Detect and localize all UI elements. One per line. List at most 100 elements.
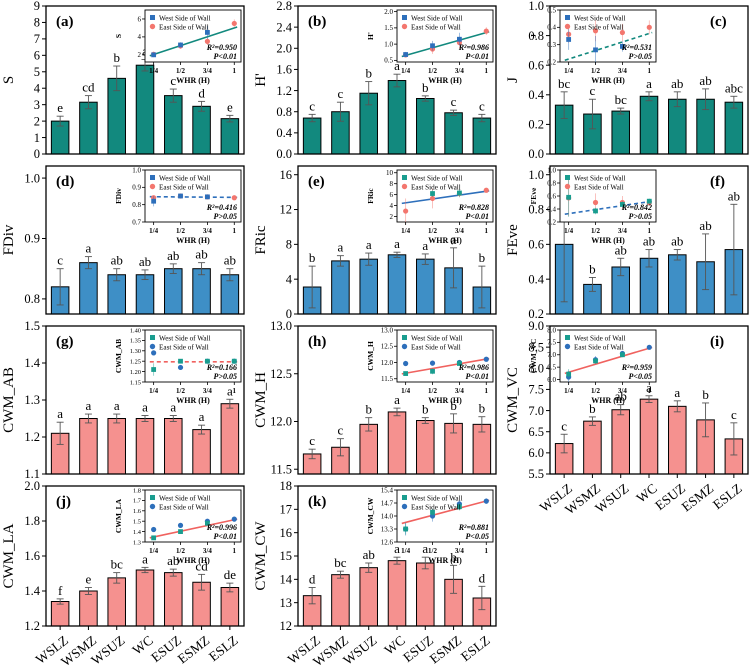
panel-g-svg: aa a a aaa1.11.21.31.41.5CWM_AB(g)1.151.201… [1, 319, 245, 481]
inset-box [396, 329, 494, 383]
sig-letter: ab [699, 218, 711, 233]
bar-ESLZ [220, 118, 240, 155]
inset-x-tick-label: 1 [233, 547, 237, 555]
inset-y-tick-label: 1.7 [133, 498, 142, 505]
inset-x-tick-label: 1 [485, 547, 489, 555]
legend-east-label: East Side of Wall [159, 344, 209, 352]
sig-letter: a [142, 400, 148, 415]
inset-east-point [403, 208, 409, 214]
inset-y-tick-label: 12.0 [381, 359, 394, 367]
inset-y-tick-label: 0.5 [547, 6, 556, 14]
inset-trend-line [401, 31, 490, 58]
inset-trend-line [149, 518, 238, 539]
legend-west-label: West Side of Wall [574, 15, 626, 23]
inset-west-point [646, 198, 652, 204]
inset-x-tick-label: 3/4 [618, 387, 627, 395]
r-squared-text: R²=0.950 [206, 43, 237, 52]
y-tick-label: 1.2 [24, 619, 40, 633]
sig-letter: ab [699, 73, 711, 88]
sig-letter: b [589, 401, 596, 416]
panel-label: (d) [56, 174, 74, 190]
bar-WSMZ [79, 262, 98, 315]
inset-x-tick-label: 1/2 [176, 387, 185, 395]
legend-west-label: West Side of Wall [411, 175, 463, 183]
inset-east-point [177, 364, 184, 371]
inset-y-tick-label: 0.9 [132, 184, 141, 192]
inset-y-tick-label: 2.0 [384, 8, 393, 16]
inset-k: 12.6 13.3 14.0 14.7 15.4 1/4 1/2 3/4 1 WHR (H) CWM… [366, 486, 494, 565]
bar-WSUZ [611, 409, 630, 475]
inset-y-axis-label: FDiv [114, 188, 123, 204]
inset-west-point [593, 208, 598, 214]
inset-y-tick-label: 0.3 [547, 41, 556, 49]
inset-y-tick-label: 6.5 [547, 363, 556, 371]
panel-label: (a) [56, 14, 74, 30]
y-tick-label: 0.4 [276, 126, 292, 140]
sig-letter: e [57, 100, 63, 115]
inset-y-tick-label: 1.6 [133, 508, 141, 515]
inset-east-point [483, 28, 489, 34]
legend-east-label: East Side of Wall [411, 344, 461, 352]
sig-letter: c [731, 407, 737, 422]
panel-label: (i) [710, 334, 724, 350]
y-tick-label: 2.4 [276, 20, 292, 34]
sig-letter: a [646, 76, 652, 91]
axis-box [549, 5, 749, 155]
inset-x-tick-label: 1/4 [149, 547, 158, 555]
panel-i: c b ab a a b c 5.5 6.0 6.5 7.0 7.5 8.0 8.5 9.0 CWM_VC (i… [504, 319, 756, 545]
y-tick-label: 6.0 [528, 446, 544, 460]
y-tick-label: 12 [280, 619, 293, 633]
y-tick-label: 0.8 [24, 292, 40, 306]
p-value-text: P<0.01 [466, 372, 489, 381]
y-tick-label: 15 [280, 549, 293, 563]
inset-west-point [151, 367, 157, 372]
inset-y-tick-label: 0.4 [547, 24, 556, 32]
inset-y-tick-label: 12.6 [381, 538, 394, 546]
bar-WSUZ [107, 577, 126, 627]
bar-ESUZ [668, 405, 687, 475]
y-tick-label: 8.0 [528, 361, 544, 375]
r-squared-text: R²=0.996 [206, 523, 237, 532]
bar-ESLZ [724, 101, 744, 155]
inset-y-tick-label: 0.5 [384, 57, 393, 65]
inset-y-tick-label: 7.5 [547, 339, 556, 347]
sig-letter: ab [615, 242, 627, 257]
panel-d: c a ab ab ab ab ab 0.8 0.9 1.0 FDiv (d) 0.7 0.8 0.9 1.0… [0, 160, 252, 320]
x-tick-label: WSUZ [340, 633, 379, 665]
bar-WSUZ [107, 418, 126, 475]
inset-west-point [430, 368, 435, 374]
inset-y-tick-label: 10 [386, 169, 394, 177]
inset-y-tick-label: 7.0 [547, 351, 556, 359]
bar-ESMZ [192, 268, 211, 315]
y-tick-label: 0.0 [276, 147, 292, 160]
inset-j: 1.3 1.4 1.5 1.6 1.7 1.8 1/4 1/2 3/4 1 WHR (H) CWM_L… [114, 487, 242, 565]
bar-WC [387, 411, 407, 475]
y-tick-label: 8 [286, 238, 292, 252]
y-tick-label: 16 [280, 526, 293, 540]
inset-west-point [593, 47, 598, 53]
inset-east-point [204, 38, 210, 44]
legend-west-label: West Side of Wall [574, 175, 626, 183]
y-axis-label: CWM_CW [253, 521, 269, 591]
inset-y-tick-label: 1.35 [130, 338, 141, 345]
p-value-text: P<0.01 [466, 52, 489, 61]
inset-x-tick-label: 3/4 [203, 547, 212, 555]
panel-label: (k) [308, 494, 326, 510]
inset-x-tick-label: 3/4 [618, 227, 627, 235]
y-axis-label: S [1, 76, 17, 84]
y-tick-label: 12.5 [270, 367, 292, 381]
panel-b: c c b a b c c 0.0 0.4 0.8 1.2 1.6 2.0 2.4 2.8 H' (b) 0.5 1… [252, 0, 504, 161]
x-tick-label: ESLZ [458, 633, 493, 665]
legend-west-marker [402, 335, 407, 340]
inset-box [144, 169, 242, 223]
y-tick-label: 0.2 [528, 118, 544, 132]
legend-east-label: East Side of Wall [411, 184, 461, 192]
inset-west-point [205, 520, 210, 526]
inset-y-tick-label: 1.3 [133, 539, 141, 546]
inset-b: 0.5 1.0 1.5 2.0 1/4 1/2 3/4 1 WHR (H) H' West Side… [366, 8, 494, 85]
inset-y-axis-label: J [529, 34, 538, 38]
sig-letter: ab [671, 234, 683, 249]
sig-letter: a [394, 58, 400, 73]
